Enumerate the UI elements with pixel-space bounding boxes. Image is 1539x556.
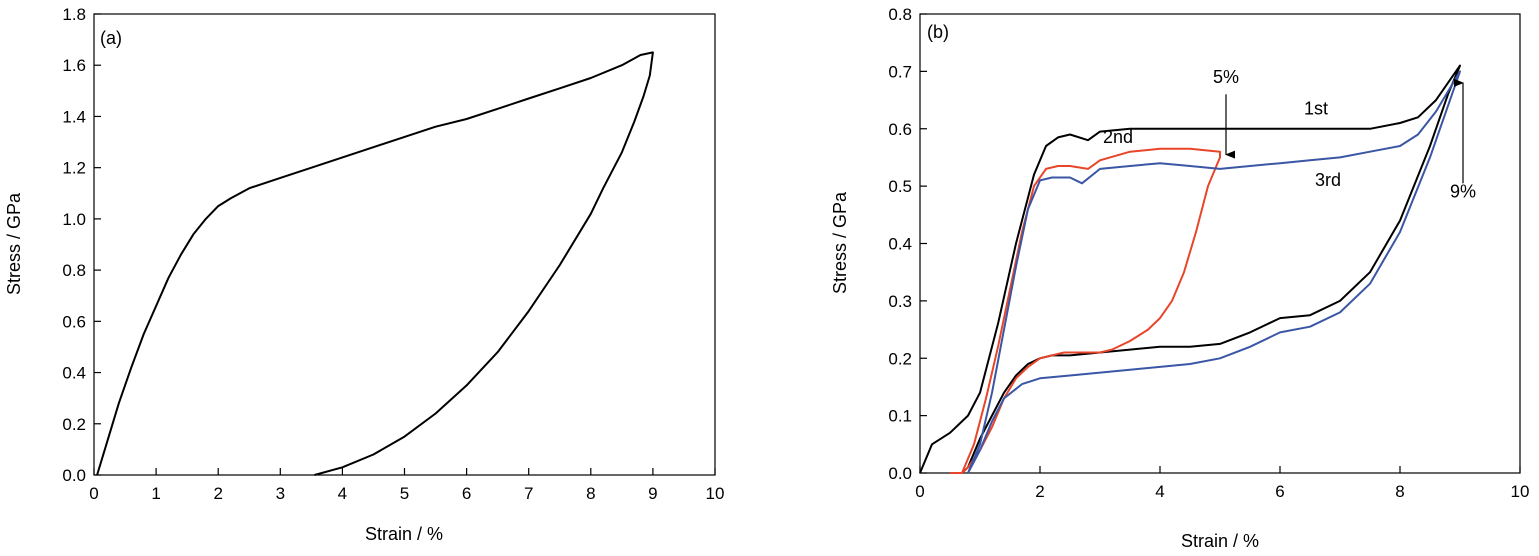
y-tick-label: 1.6 [62, 56, 86, 75]
annotation-label: 2nd [1103, 127, 1133, 147]
x-tick-label: 5 [400, 484, 409, 503]
x-tick-label: 3 [276, 484, 285, 503]
panel-label-a: (a) [100, 28, 122, 48]
x-ticks-a: 0 1 2 3 4 5 6 7 8 9 10 [89, 468, 724, 503]
y-tick-label: 0.2 [62, 415, 86, 434]
series-group-b [919, 64, 1461, 474]
y-tick-label: 0.6 [62, 312, 86, 331]
y-ticks-b: 0.0 0.1 0.2 0.3 0.4 0.5 0.6 0.7 0.8 [888, 5, 927, 483]
x-tick-label: 2 [213, 484, 222, 503]
x-axis-title-b: Strain / % [1181, 531, 1259, 551]
y-axis-title-a: Stress / GPa [4, 192, 24, 295]
y-tick-label: 0.8 [888, 5, 912, 24]
annotation-label: 3rd [1315, 170, 1341, 190]
annotation-label: 5% [1213, 67, 1239, 87]
annotation-label: 1st [1304, 98, 1328, 118]
y-tick-label: 1.0 [62, 210, 86, 229]
chart-panel-b: 0 2 4 6 8 10 0.0 0.1 0.2 0.3 0.4 0.5 0.6 0.7 0.8 1st 2… [830, 5, 1529, 551]
y-tick-label: 0.0 [888, 464, 912, 483]
annotation-label: 9% [1450, 182, 1476, 202]
panel-label-b: (b) [927, 22, 949, 42]
y-axis-title-b: Stress / GPa [830, 191, 850, 294]
y-tick-label: 1.8 [62, 5, 86, 24]
x-ticks-b: 0 2 4 6 8 10 [915, 466, 1529, 501]
x-tick-label: 0 [89, 484, 98, 503]
y-tick-label: 0.8 [62, 261, 86, 280]
series-line-3rd [967, 70, 1461, 474]
x-tick-label: 10 [1511, 482, 1530, 501]
annotations-b: 1st 2nd 3rd 5% 9% [1103, 67, 1476, 202]
y-tick-label: 1.2 [62, 159, 86, 178]
y-tick-label: 0.1 [888, 407, 912, 426]
x-tick-label: 2 [1035, 482, 1044, 501]
x-tick-label: 6 [1275, 482, 1284, 501]
y-tick-label: 1.4 [62, 107, 86, 126]
y-tick-label: 0.4 [888, 235, 912, 254]
y-tick-label: 0.2 [888, 349, 912, 368]
y-tick-label: 0.3 [888, 292, 912, 311]
x-tick-label: 8 [1395, 482, 1404, 501]
x-tick-label: 0 [915, 482, 924, 501]
y-tick-label: 0.6 [888, 120, 912, 139]
x-tick-label: 4 [338, 484, 347, 503]
y-tick-label: 0.5 [888, 177, 912, 196]
x-tick-label: 1 [151, 484, 160, 503]
series-group-a [96, 51, 654, 476]
y-ticks-a: 0.0 0.2 0.4 0.6 0.8 1.0 1.2 1.4 1.6 1.8 [62, 5, 101, 485]
y-tick-label: 0.4 [62, 364, 86, 383]
x-tick-label: 6 [462, 484, 471, 503]
y-tick-label: 0.7 [888, 62, 912, 81]
x-tick-label: 4 [1155, 482, 1164, 501]
x-tick-label: 7 [524, 484, 533, 503]
chart-panel-a: 0 1 2 3 4 5 6 7 8 9 10 0.0 0.2 0.4 0.6 0.8 1.0 1.2 1.4 1.6… [4, 5, 724, 544]
x-tick-label: 8 [586, 484, 595, 503]
series-line-curve-a [96, 51, 654, 476]
x-tick-label: 10 [706, 484, 725, 503]
y-tick-label: 0.0 [62, 466, 86, 485]
x-tick-label: 9 [648, 484, 657, 503]
x-axis-title-a: Strain / % [365, 524, 443, 544]
